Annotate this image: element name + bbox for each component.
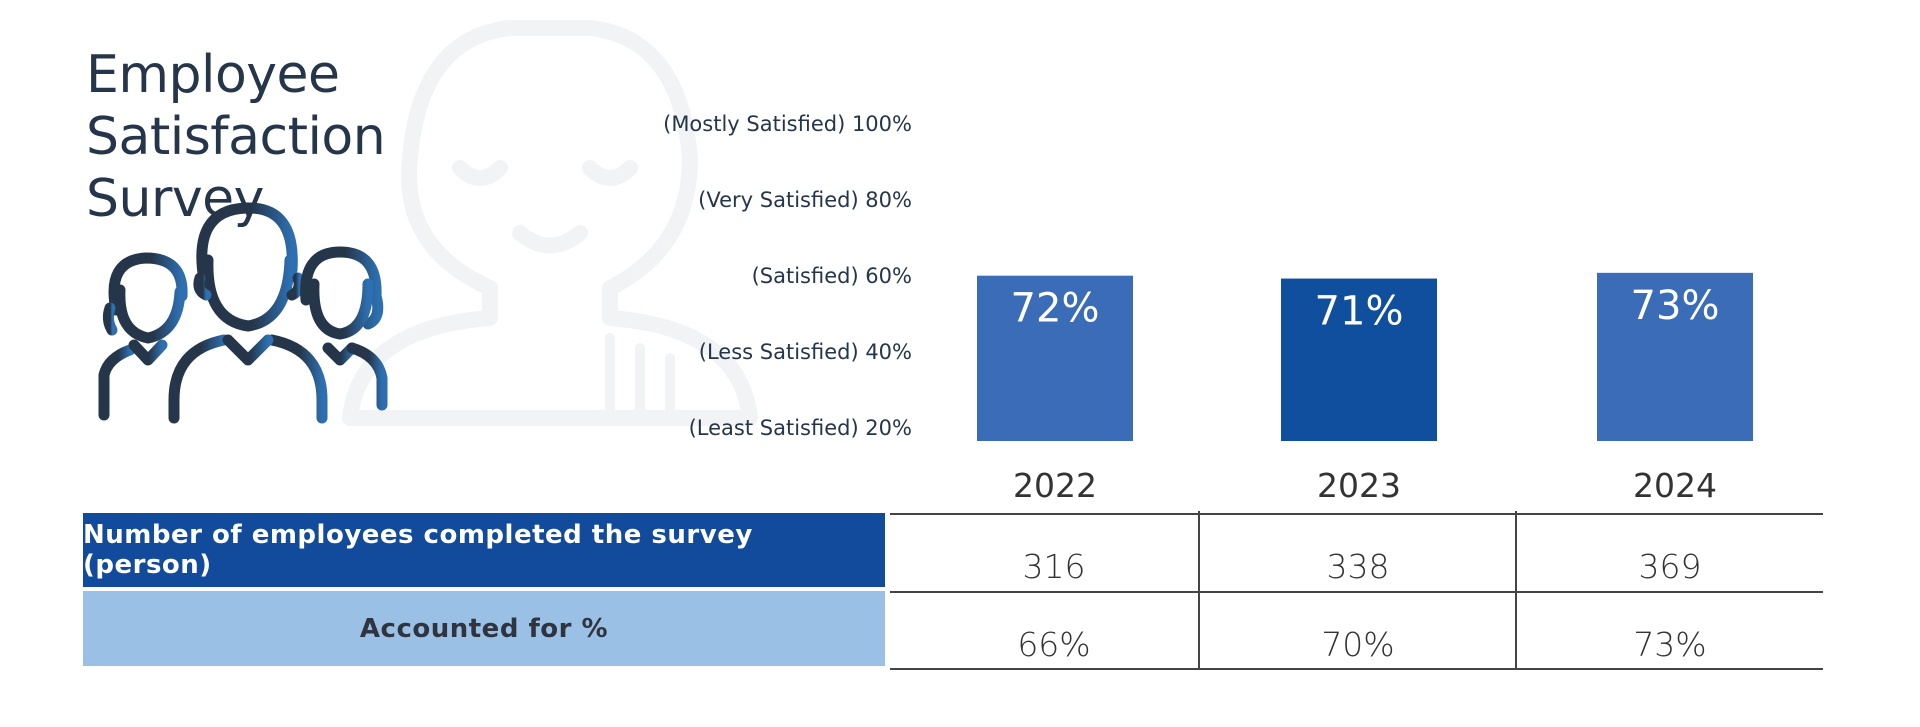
y-tick-label: (Satisfied) 60% bbox=[751, 264, 912, 288]
bar-2022 bbox=[977, 275, 1133, 441]
page-title: Employee Satisfaction Survey bbox=[86, 44, 646, 230]
x-tick-label: 2023 bbox=[1317, 466, 1401, 505]
table-cell: 369 bbox=[1638, 547, 1702, 586]
table-divider bbox=[1515, 511, 1517, 668]
y-tick-label: (Very Satisfied) 80% bbox=[698, 188, 912, 212]
row-header-employees: Number of employees completed the survey… bbox=[83, 513, 885, 587]
table-divider bbox=[890, 668, 1823, 670]
table-divider bbox=[890, 591, 1823, 593]
y-tick-label: (Least Satisfied) 20% bbox=[688, 416, 912, 440]
table-divider bbox=[1198, 511, 1200, 668]
bar-2023 bbox=[1281, 278, 1437, 441]
title-line-1: Employee Satisfaction bbox=[86, 45, 386, 167]
table-cell: 73% bbox=[1633, 625, 1707, 664]
table-cell: 316 bbox=[1022, 547, 1086, 586]
bar-value-label: 71% bbox=[1315, 289, 1404, 335]
bar-2024 bbox=[1597, 272, 1753, 441]
table-cell: 70% bbox=[1321, 625, 1395, 664]
bar-value-label: 73% bbox=[1631, 283, 1720, 329]
title-line-2: Survey bbox=[86, 169, 264, 229]
y-tick-label: (Mostly Satisfied) 100% bbox=[663, 112, 912, 136]
people-group-icon bbox=[98, 202, 388, 424]
x-tick-label: 2024 bbox=[1633, 466, 1717, 505]
table-cell: 338 bbox=[1326, 547, 1390, 586]
y-tick-label: (Less Satisfied) 40% bbox=[698, 340, 912, 364]
bar-value-label: 72% bbox=[1011, 286, 1100, 332]
person-outline-icon bbox=[342, 20, 758, 426]
x-tick-label: 2022 bbox=[1013, 466, 1097, 505]
row-header-accounted: Accounted for % bbox=[83, 591, 885, 666]
table-divider bbox=[890, 513, 1823, 515]
table-cell: 66% bbox=[1017, 625, 1091, 664]
